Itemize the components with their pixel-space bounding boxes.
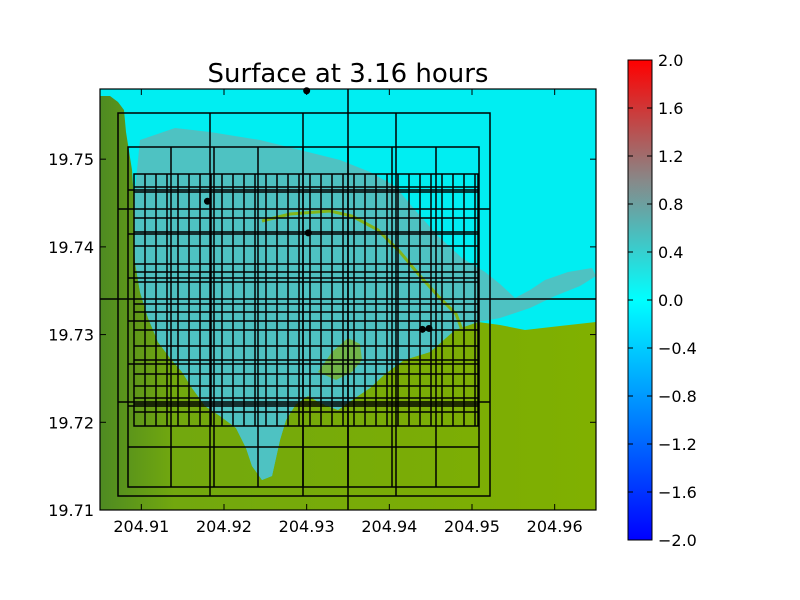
x-tick-label: 204.92 <box>196 517 252 536</box>
x-tick-label: 204.96 <box>527 517 583 536</box>
y-axis: 19.71 19.72 19.73 19.74 19.75 <box>48 150 596 520</box>
reef-patch <box>318 338 362 380</box>
colorbar-ticks: 2.0 1.6 1.2 0.8 0.4 0.0 −0.4 −0.8 −1.2 −1.6 −2.0 <box>628 51 697 550</box>
colorbar-tick-label: −1.6 <box>658 483 697 502</box>
colorbar-tick-label: 0.4 <box>658 243 683 262</box>
y-tick-label: 19.74 <box>48 238 94 257</box>
colorbar-tick-label: −0.8 <box>658 387 697 406</box>
y-tick-label: 19.75 <box>48 150 94 169</box>
y-tick-label: 19.72 <box>48 413 94 432</box>
gauge-point <box>203 197 211 205</box>
gauge-point <box>425 324 433 332</box>
gauge-point <box>304 229 312 237</box>
gauge-markers <box>203 87 433 333</box>
colorbar-tick-label: −1.2 <box>658 435 697 454</box>
x-tick-label: 204.95 <box>444 517 500 536</box>
colorbar-tick-label: 2.0 <box>658 51 683 70</box>
x-axis: 204.91 204.92 204.93 204.94 204.95 204.96 <box>113 89 583 536</box>
y-tick-label: 19.71 <box>48 501 94 520</box>
chart-title: Surface at 3.16 hours <box>208 59 489 89</box>
grid-patch <box>133 173 479 427</box>
gauge-point <box>418 325 426 333</box>
colorbar-tick-label: −2.0 <box>658 531 697 550</box>
colorbar-tick-label: 1.6 <box>658 99 683 118</box>
plot-frame <box>99 88 597 511</box>
x-tick-label: 204.94 <box>361 517 417 536</box>
colorbar-tick-label: −0.4 <box>658 339 697 358</box>
y-tick-label: 19.73 <box>48 326 94 345</box>
grid-patch <box>117 112 491 497</box>
colorbar-tick-label: 0.8 <box>658 195 683 214</box>
colorbar-tick-label: 1.2 <box>658 147 683 166</box>
x-tick-label: 204.91 <box>113 517 169 536</box>
colorbar-tick-label: 0.0 <box>658 291 683 310</box>
x-tick-label: 204.93 <box>279 517 335 536</box>
